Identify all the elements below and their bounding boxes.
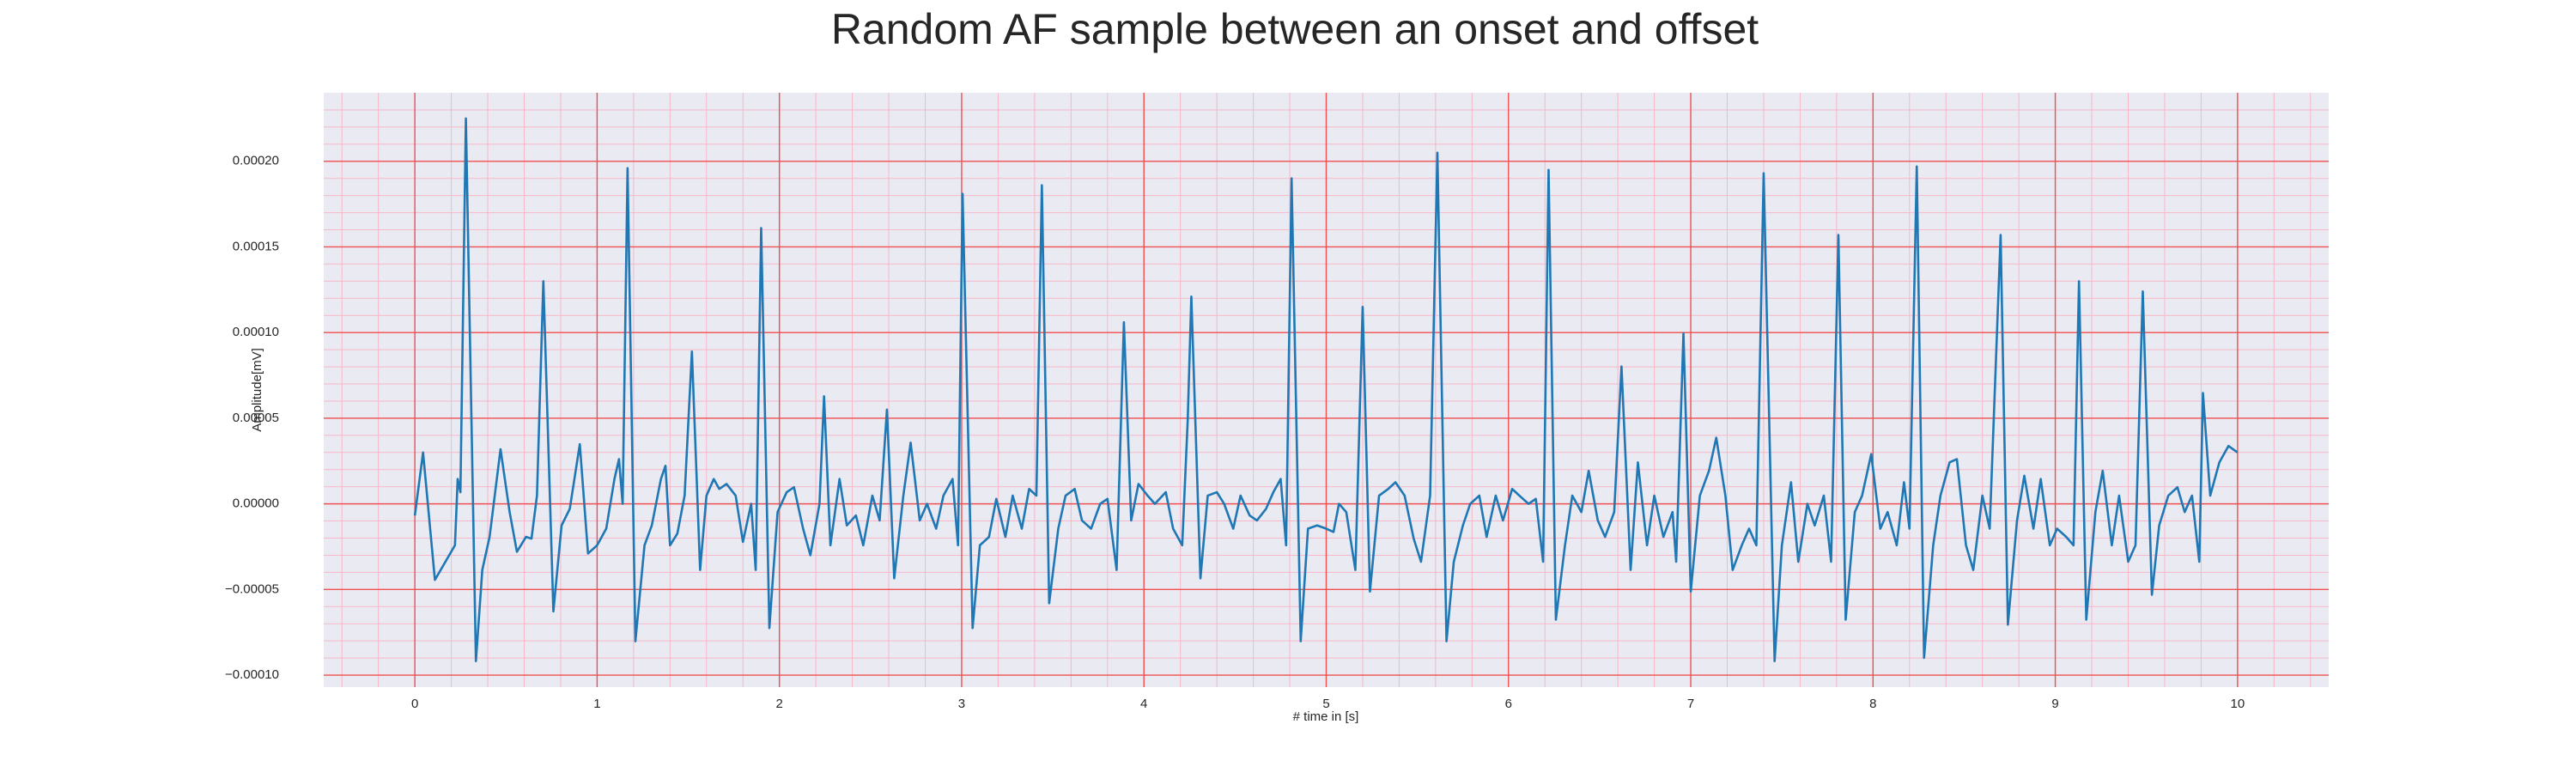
x-tick-label: 10 [2231, 697, 2245, 711]
y-tick-label: 0.00020 [233, 154, 279, 168]
marks [413, 117, 2239, 662]
chart-title: Random AF sample between an onset and of… [831, 5, 1759, 53]
x-tick-label: 7 [1687, 697, 1694, 711]
x-tick-label: 0 [411, 697, 418, 711]
x-tick-label: 1 [593, 697, 600, 711]
y-tick-label: 0.00015 [233, 239, 279, 253]
x-tick-label: 2 [776, 697, 783, 711]
x-tick-label: 8 [1869, 697, 1876, 711]
grid [324, 93, 2329, 687]
y-tick-label: 0.00010 [233, 325, 279, 339]
x-tick-label: 6 [1505, 697, 1512, 711]
y-tick-label: −0.00005 [225, 581, 279, 596]
signal-line [413, 117, 2239, 662]
y-tick-label: −0.00010 [225, 667, 279, 682]
x-axis-label: # time in [s] [1293, 709, 1359, 724]
y-tick-label: 0.00005 [233, 411, 279, 425]
x-tick-label: 3 [958, 697, 965, 711]
x-tick-label: 5 [1322, 697, 1329, 711]
y-axis-label: Amplitude[mV] [250, 348, 264, 432]
y-tick-label: 0.00000 [233, 496, 279, 511]
x-tick-label: 9 [2051, 697, 2058, 711]
x-tick-label: 4 [1140, 697, 1147, 711]
